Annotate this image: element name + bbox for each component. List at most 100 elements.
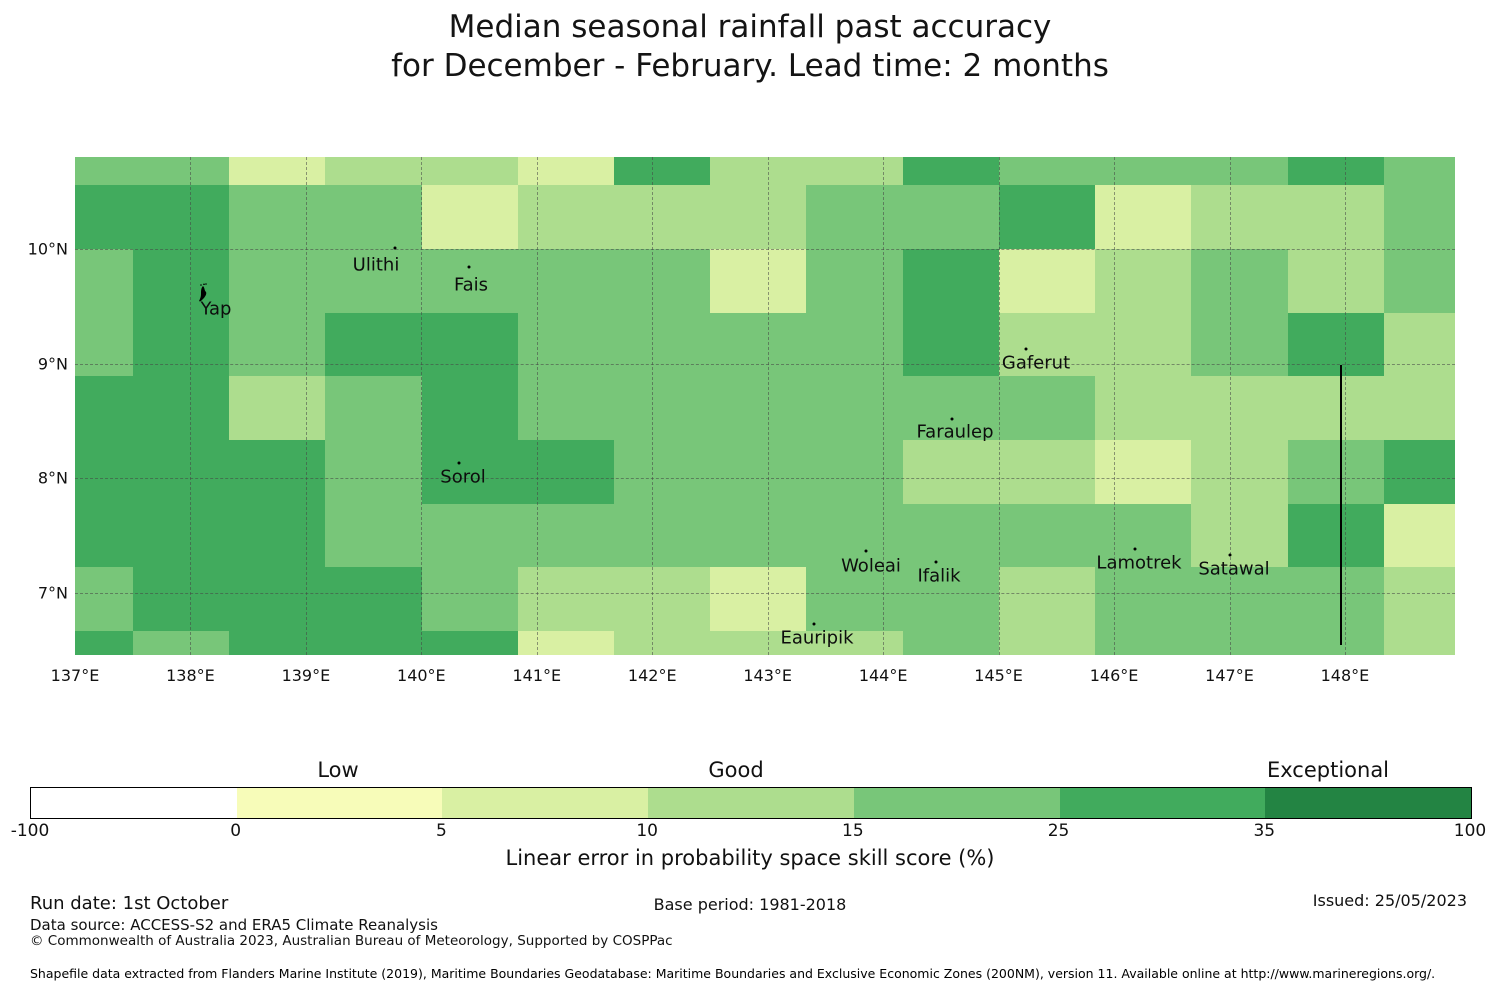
colorbar-region-label-low: Low bbox=[317, 758, 359, 782]
grid-cell bbox=[1288, 504, 1384, 567]
colorbar-tick-label: -100 bbox=[10, 821, 50, 841]
grid-cell bbox=[1095, 504, 1191, 567]
x-tick-label: 147°E bbox=[1205, 666, 1254, 685]
grid-cell bbox=[1288, 631, 1384, 655]
grid-cell bbox=[614, 440, 710, 504]
grid-cell bbox=[1191, 376, 1288, 440]
colorbar-segment bbox=[31, 788, 237, 818]
x-tick-label: 145°E bbox=[974, 666, 1023, 685]
y-tick-label: 9°N bbox=[37, 354, 68, 374]
run-date-text: Run date: 1st October bbox=[30, 893, 229, 914]
grid-cell bbox=[325, 504, 422, 567]
grid-cell bbox=[422, 440, 518, 504]
grid-cell bbox=[133, 631, 229, 655]
issued-date-text: Issued: 25/05/2023 bbox=[1312, 891, 1467, 910]
grid-cell bbox=[1288, 157, 1384, 185]
island-label-satawal: Satawal bbox=[1198, 558, 1270, 580]
grid-cell bbox=[1191, 157, 1288, 185]
grid-cell bbox=[133, 157, 229, 185]
grid-cell bbox=[133, 567, 229, 631]
grid-cell bbox=[1095, 249, 1191, 313]
island-label-sorol: Sorol bbox=[440, 466, 486, 488]
grid-cell bbox=[614, 185, 710, 249]
colorbar-tick-label: 35 bbox=[1253, 821, 1276, 841]
grid-cell bbox=[903, 631, 999, 655]
grid-cell bbox=[229, 567, 325, 631]
grid-cell bbox=[1095, 440, 1191, 504]
x-tick-label: 139°E bbox=[281, 666, 331, 685]
grid-cell bbox=[325, 157, 422, 185]
y-tick-label: 7°N bbox=[37, 583, 68, 603]
grid-cell bbox=[75, 185, 133, 249]
x-tick-label: 140°E bbox=[397, 666, 446, 685]
grid-cell bbox=[133, 440, 229, 504]
grid-cell bbox=[75, 440, 133, 504]
island-marker-fais bbox=[467, 265, 471, 269]
grid-cell bbox=[903, 504, 999, 567]
island-label-faraulep: Faraulep bbox=[916, 421, 994, 443]
grid-cell bbox=[518, 376, 614, 440]
island-label-lamotrek: Lamotrek bbox=[1096, 552, 1182, 574]
grid-cell bbox=[903, 376, 999, 440]
x-tick-label: 142°E bbox=[627, 666, 677, 685]
heatmap-plot-area: Yap Ulithi Fais Sorol Gaferut Faraulep Woleai I… bbox=[75, 157, 1455, 655]
island-marker-gaferut bbox=[1024, 347, 1028, 351]
island-marker-lamotrek bbox=[1133, 547, 1137, 551]
grid-cell bbox=[806, 185, 903, 249]
grid-cell bbox=[1191, 313, 1288, 376]
grid-cell bbox=[903, 185, 999, 249]
x-tick-label: 138°E bbox=[166, 666, 215, 685]
x-tick-label: 144°E bbox=[858, 666, 908, 685]
grid-cell bbox=[903, 567, 999, 631]
island-label-gaferut: Gaferut bbox=[1001, 352, 1071, 374]
grid-cell bbox=[614, 631, 710, 655]
grid-cell bbox=[806, 249, 903, 313]
grid-cell bbox=[999, 185, 1095, 249]
grid-cell bbox=[518, 567, 614, 631]
data-source-text: Data source: ACCESS-S2 and ERA5 Climate … bbox=[30, 916, 438, 934]
grid-cell bbox=[999, 567, 1095, 631]
latitude-gridline bbox=[75, 364, 1455, 365]
grid-cell bbox=[1288, 185, 1384, 249]
island-label-ulithi: Ulithi bbox=[352, 254, 400, 276]
grid-cell bbox=[422, 157, 518, 185]
grid-cell bbox=[325, 185, 422, 249]
grid-cell bbox=[1384, 249, 1455, 313]
grid-cell bbox=[1095, 185, 1191, 249]
shapefile-attribution-text: Shapefile data extracted from Flanders M… bbox=[30, 966, 1436, 981]
copyright-text: © Commonwealth of Australia 2023, Austra… bbox=[30, 933, 673, 949]
grid-cell bbox=[1288, 567, 1384, 631]
longitude-gridline bbox=[768, 157, 769, 655]
grid-cell bbox=[710, 440, 806, 504]
grid-cell bbox=[710, 249, 806, 313]
grid-cell bbox=[903, 440, 999, 504]
colorbar-tick-label: 0 bbox=[230, 821, 242, 841]
grid-cell bbox=[999, 249, 1095, 313]
grid-cell bbox=[1288, 376, 1384, 440]
grid-cell bbox=[325, 440, 422, 504]
longitude-gridline bbox=[883, 157, 884, 655]
colorbar-segment bbox=[853, 788, 1060, 818]
x-tick-label: 148°E bbox=[1320, 666, 1370, 685]
grid-cell bbox=[806, 376, 903, 440]
grid-cell bbox=[518, 185, 614, 249]
grid-cell bbox=[710, 504, 806, 567]
grid-cell bbox=[710, 567, 806, 631]
grid-cell bbox=[1095, 376, 1191, 440]
grid-cell bbox=[518, 157, 614, 185]
grid-cell bbox=[518, 440, 614, 504]
chart-title-line1: Median seasonal rainfall past accuracy bbox=[448, 9, 1052, 45]
colorbar-tick-label: 25 bbox=[1047, 821, 1070, 841]
colorbar-caption: Linear error in probability space skill … bbox=[505, 846, 995, 870]
grid-cell bbox=[710, 157, 806, 185]
grid-cell bbox=[1095, 631, 1191, 655]
longitude-gridline bbox=[190, 157, 191, 655]
x-tick-label: 146°E bbox=[1089, 666, 1139, 685]
colorbar bbox=[30, 787, 1472, 819]
grid-cell bbox=[75, 504, 133, 567]
grid-cell bbox=[806, 631, 903, 655]
island-marker-ifalik bbox=[934, 560, 938, 564]
grid-cell bbox=[518, 313, 614, 376]
grid-cell bbox=[229, 376, 325, 440]
